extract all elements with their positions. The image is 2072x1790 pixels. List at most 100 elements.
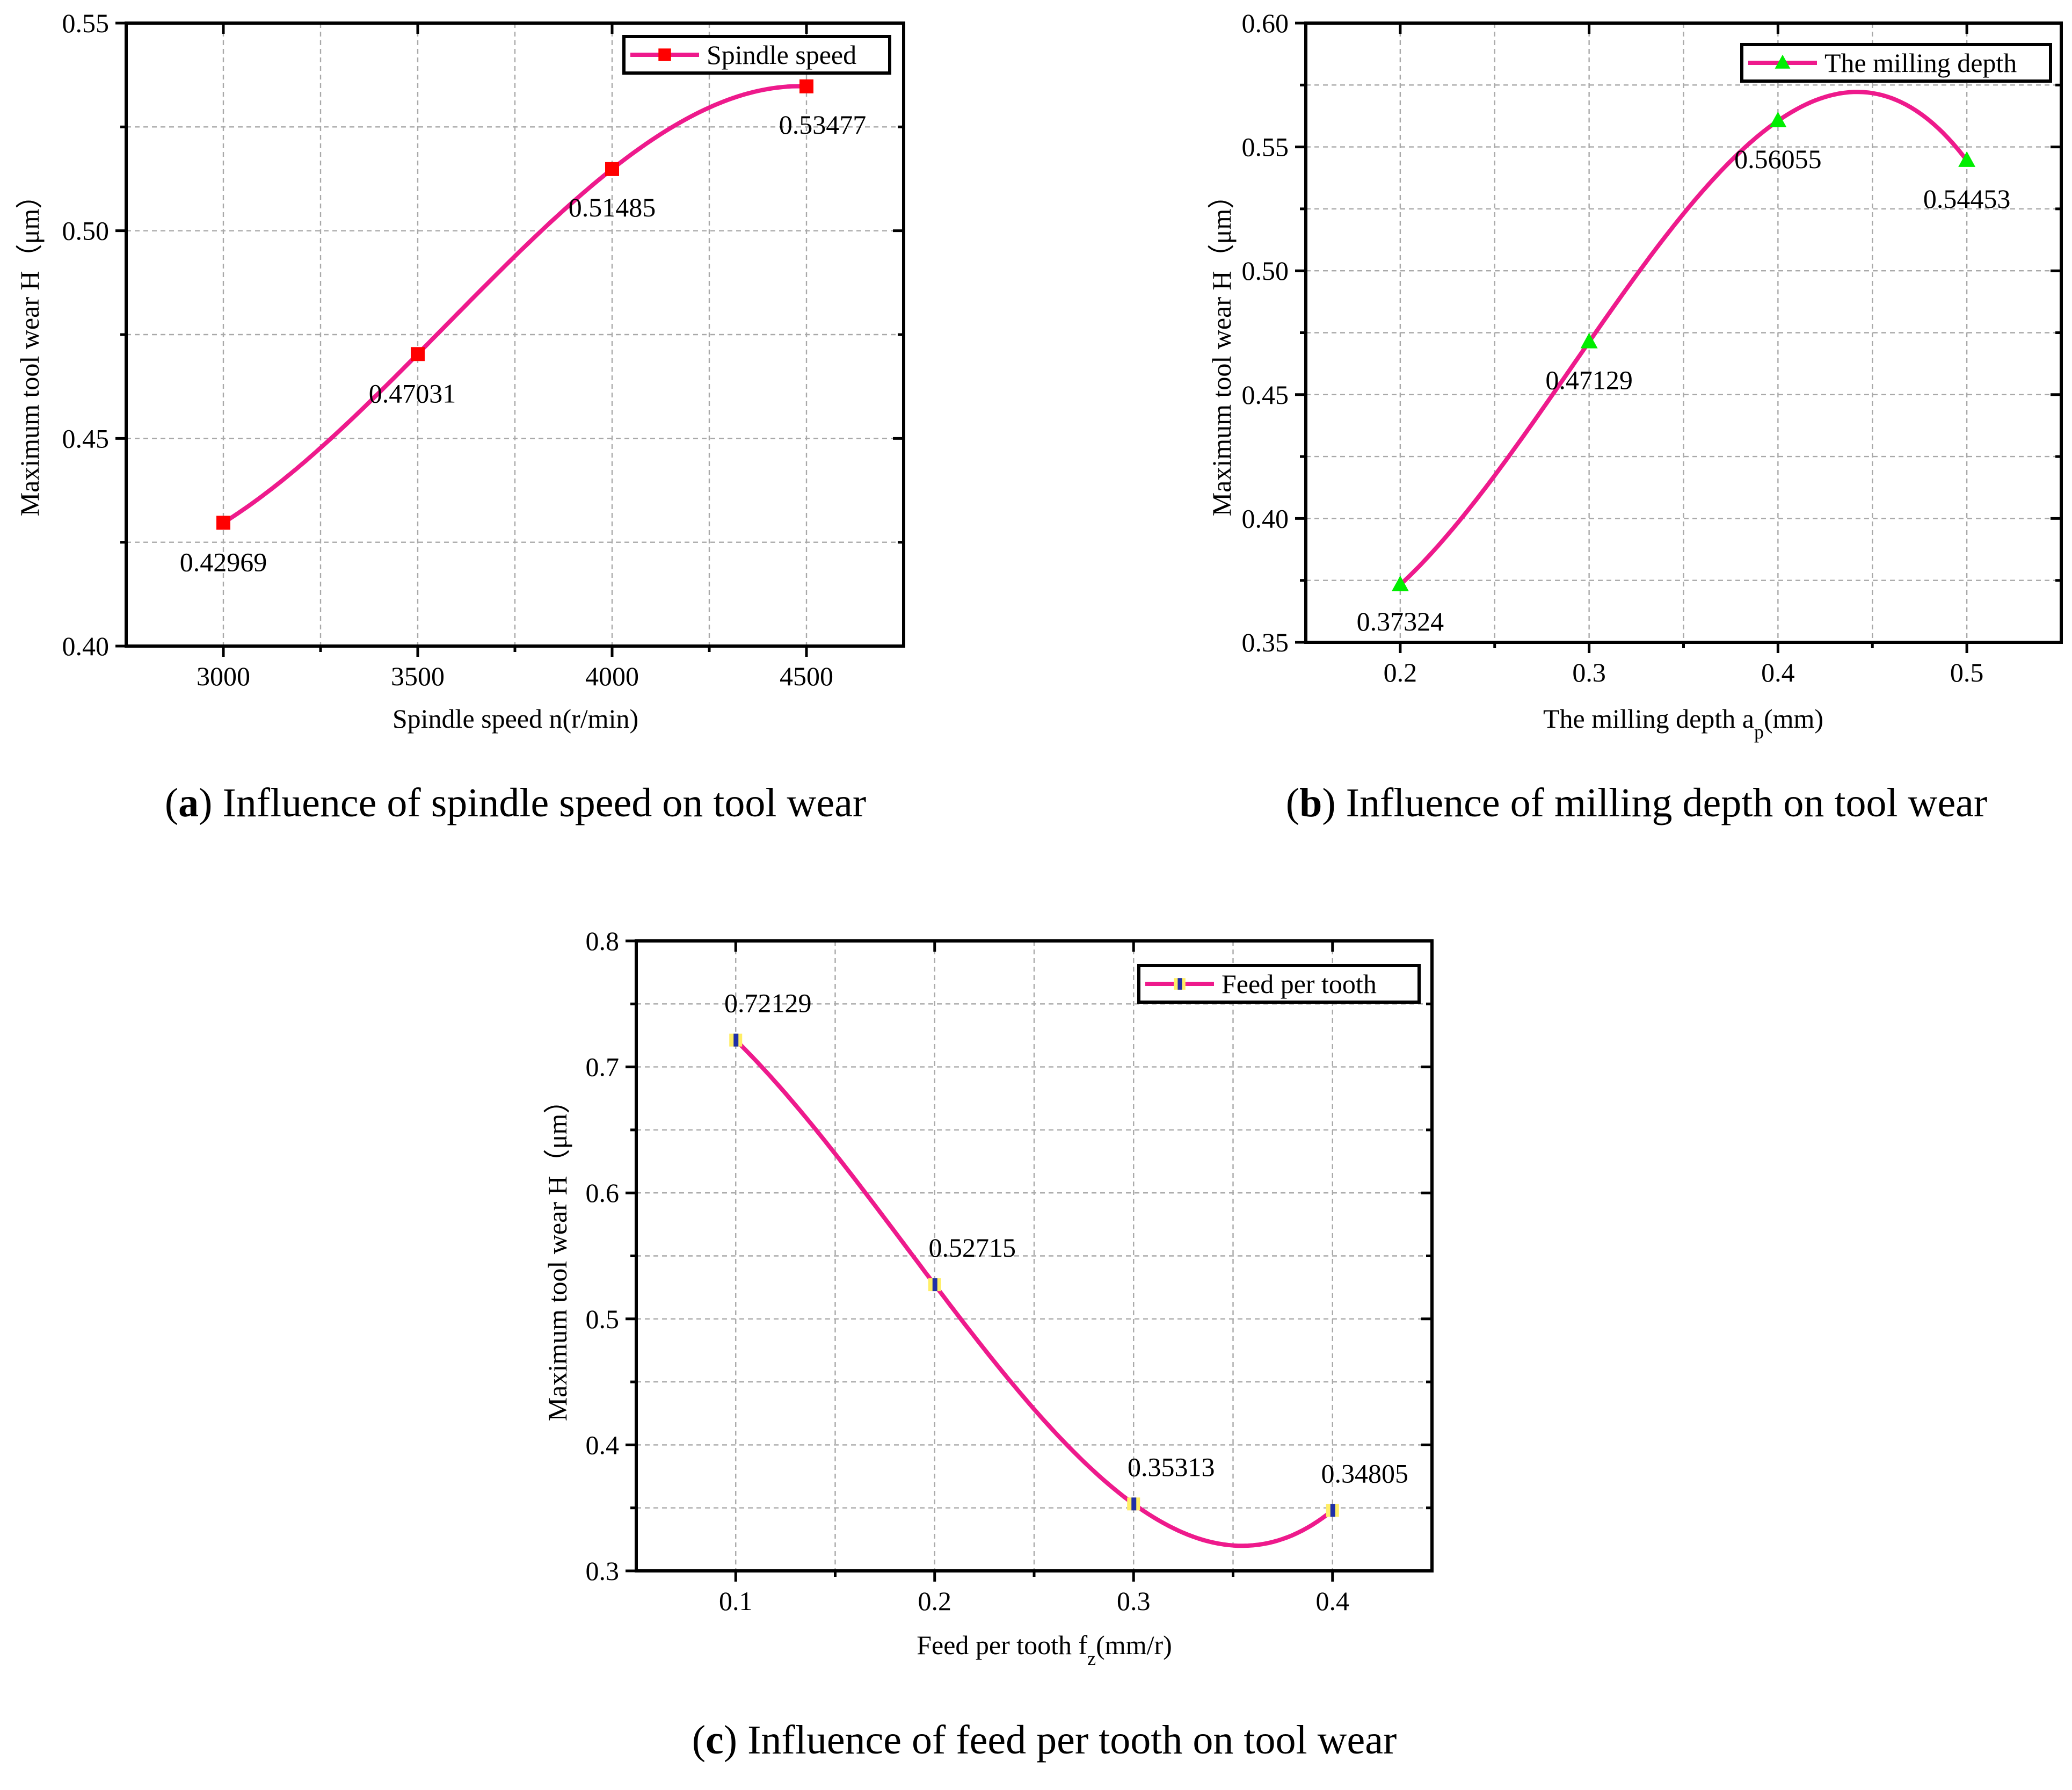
y-tick-label: 0.55 [1242, 132, 1289, 162]
x-axis-label-main: The milling depth a [1543, 704, 1754, 734]
y-tick-label: 0.50 [62, 216, 110, 246]
caption-letter: a [178, 780, 199, 825]
data-label: 0.47129 [1545, 365, 1633, 395]
y-axis-label: Maximum tool wear H（μm） [1206, 182, 1237, 517]
data-label: 0.54453 [1923, 184, 2011, 214]
x-tick-label: 4000 [585, 661, 639, 691]
x-tick-label: 0.2 [1384, 657, 1417, 687]
panel-caption: (a) Influence of spindle speed on tool w… [165, 780, 866, 825]
data-point [605, 162, 619, 176]
grid [636, 941, 1432, 1571]
legend-box [1740, 43, 2052, 83]
x-tick-label: 3500 [391, 661, 445, 691]
data-label: 0.37324 [1357, 606, 1444, 636]
data-point [411, 347, 425, 361]
data-label: 0.53477 [779, 110, 867, 140]
data-label: 0.42969 [180, 547, 267, 577]
data-label: 0.72129 [724, 988, 812, 1018]
x-tick-label: 0.3 [1117, 1586, 1151, 1616]
data-point [1391, 575, 1409, 591]
y-tick-label: 0.40 [1242, 503, 1289, 533]
y-tick-label: 0.60 [1242, 8, 1289, 38]
x-axis-label-unit: (mm) [1764, 704, 1823, 734]
series-line [1398, 90, 1969, 587]
data-point [799, 79, 813, 93]
caption-open-paren: ( [692, 1717, 706, 1763]
y-tick-label: 0.35 [1242, 627, 1289, 657]
y-tick-label: 0.4 [586, 1430, 620, 1460]
data-label: 0.52715 [929, 1233, 1016, 1263]
y-tick-label: 0.55 [62, 8, 110, 38]
x-axis-label-subscript: z [1087, 1648, 1096, 1669]
legend-marker [658, 48, 671, 61]
legend-label: Spindle speed [707, 40, 856, 70]
y-tick-label: 0.45 [1242, 380, 1289, 410]
legend: Feed per tooth [1137, 964, 1421, 1004]
series-line [733, 1038, 1335, 1548]
y-tick-label: 0.6 [586, 1178, 620, 1208]
caption-letter: c [706, 1717, 724, 1763]
marker-core [1177, 978, 1182, 990]
x-axis-label-main: Spindle speed n(r/min) [392, 704, 638, 734]
chart-panel-b: 0.35 0.40 0.45 0.50 0.55 0.60 0.2 0.3 0.4 0.5 Maxi… [1206, 8, 2063, 825]
y-tick-label: 0.40 [62, 631, 110, 661]
marker-core [1131, 1497, 1137, 1511]
data-label: 0.47031 [369, 378, 456, 408]
y-tick-label: 0.8 [586, 926, 620, 956]
marker-core [932, 1278, 937, 1292]
data-point [729, 1033, 743, 1047]
y-tick-label: 0.50 [1242, 256, 1289, 286]
y-tick-label: 0.45 [62, 423, 110, 453]
x-tick-label: 0.5 [1950, 657, 1984, 687]
chart-panel-c: 0.3 0.4 0.5 0.6 0.7 0.8 0.1 0.2 0.3 0.4 Maximum to… [542, 926, 1434, 1763]
data-point [216, 516, 230, 530]
x-tick-label: 4500 [780, 661, 833, 691]
legend-label: The milling depth [1824, 48, 2017, 78]
x-tick-label: 0.2 [918, 1586, 952, 1616]
x-axis-label-unit: (mm/r) [1096, 1630, 1172, 1660]
x-tick-label: 3000 [197, 661, 250, 691]
data-point [1958, 151, 1976, 167]
marker-core [733, 1033, 739, 1047]
data-point [1326, 1504, 1339, 1517]
legend: The milling depth [1740, 43, 2052, 83]
legend: Spindle speed [622, 35, 891, 75]
panel-caption: (c) Influence of feed per tooth on tool … [692, 1717, 1397, 1763]
grid [126, 23, 904, 646]
x-tick-label: 0.3 [1572, 657, 1606, 687]
data-point [928, 1278, 941, 1292]
x-axis-label: The milling depth ap(mm) [1543, 704, 1823, 743]
y-tick-label: 0.7 [586, 1052, 620, 1082]
y-axis-label: Maximum tool wear H（μm） [542, 1087, 572, 1422]
x-axis-label-main: Feed per tooth f [917, 1630, 1087, 1660]
panel-caption: (b) Influence of milling depth on tool w… [1286, 780, 1987, 825]
x-tick-label: 0.4 [1316, 1586, 1350, 1616]
legend-marker [1174, 978, 1186, 990]
data-label: 0.34805 [1321, 1458, 1409, 1488]
caption-open-paren: ( [1286, 780, 1299, 825]
x-tick-label: 0.4 [1761, 657, 1795, 687]
x-tick-label: 0.1 [719, 1586, 753, 1616]
caption-letter: b [1299, 780, 1322, 825]
caption-text: ) Influence of milling depth on tool wea… [1322, 780, 1987, 825]
legend-label: Feed per tooth [1222, 969, 1377, 999]
series-line [221, 84, 809, 525]
data-label: 0.56055 [1734, 144, 1822, 174]
x-axis-label-subscript: p [1754, 721, 1764, 743]
data-point [1127, 1497, 1140, 1511]
y-tick-label: 0.5 [586, 1304, 620, 1334]
x-axis-label: Feed per tooth fz(mm/r) [917, 1630, 1172, 1669]
data-point [1769, 111, 1787, 127]
y-tick-label: 0.3 [586, 1556, 620, 1586]
caption-text: ) Influence of spindle speed on tool wea… [199, 780, 866, 825]
data-label: 0.35313 [1128, 1452, 1215, 1482]
grid [1306, 23, 2061, 642]
caption-text: ) Influence of feed per tooth on tool we… [724, 1717, 1397, 1763]
chart-panel-a: 0.40 0.45 0.50 0.55 3000 3500 4000 4500 Maximum … [14, 8, 905, 825]
data-label: 0.51485 [569, 192, 656, 222]
marker-core [1330, 1504, 1335, 1517]
caption-open-paren: ( [165, 780, 178, 825]
y-axis-label: Maximum tool wear H（μm） [14, 182, 45, 517]
x-axis-label: Spindle speed n(r/min) [392, 704, 638, 734]
legend-marker [1775, 54, 1791, 69]
